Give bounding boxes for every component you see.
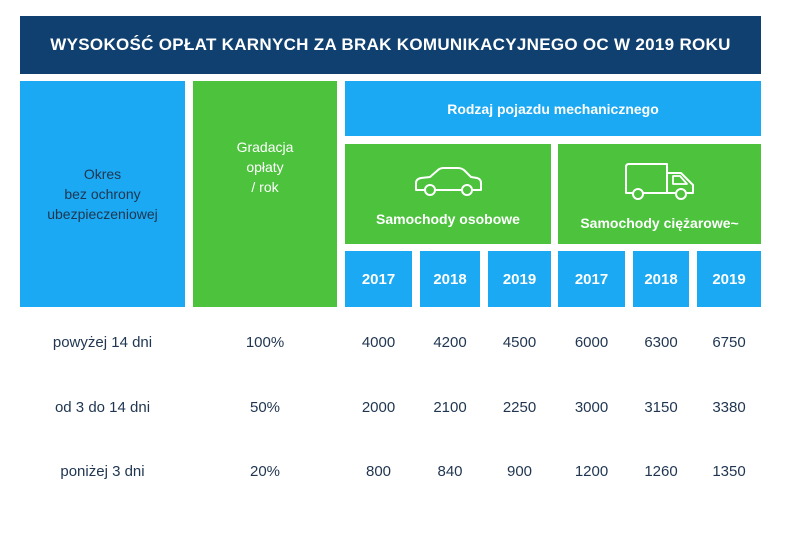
header-period: Okres bez ochrony ubezpieczeniowej bbox=[20, 81, 185, 307]
header-year-trucks-2018: 2018 bbox=[633, 251, 689, 307]
row-1-trucks-2017: 6000 bbox=[574, 334, 609, 351]
row-2-cars-2017: 2000 bbox=[361, 399, 396, 416]
row-2-gradation: 50% bbox=[249, 399, 281, 416]
header-gradation-line-2: opłaty bbox=[246, 159, 284, 175]
row-2-trucks-2018: 3150 bbox=[644, 399, 678, 416]
header-year-cars-2019: 2019 bbox=[488, 251, 551, 307]
year-label: 2017 bbox=[361, 270, 396, 288]
truck-icon bbox=[624, 163, 694, 200]
row-1-gradation: 100% bbox=[245, 334, 285, 351]
year-label: 2017 bbox=[574, 270, 609, 288]
header-year-cars-2018: 2018 bbox=[420, 251, 480, 307]
row-1-trucks-2019: 6750 bbox=[712, 334, 746, 351]
row-1-cars-2018: 4200 bbox=[433, 334, 467, 351]
row-1-trucks-2018: 6300 bbox=[644, 334, 678, 351]
row-1-period: powyżej 14 dni bbox=[52, 334, 153, 351]
row-1-cars-2017: 4000 bbox=[361, 334, 396, 351]
row-2-period: od 3 do 14 dni bbox=[54, 399, 151, 416]
row-2-cars-2019: 2250 bbox=[502, 399, 537, 416]
header-trucks: Samochody ciężarowe~ bbox=[558, 144, 761, 244]
row-1-cars-2019: 4500 bbox=[502, 334, 537, 351]
row-3-trucks-2018: 1260 bbox=[644, 463, 678, 480]
header-cars: Samochody osobowe bbox=[345, 144, 551, 244]
header-period-line-2: bez ochrony bbox=[64, 186, 141, 202]
page-title: WYSOKOŚĆ OPŁAT KARNYCH ZA BRAK KOMUNIKAC… bbox=[20, 16, 761, 74]
car-icon bbox=[415, 167, 482, 196]
header-gradation-line-3: / rok bbox=[251, 179, 279, 195]
row-3-trucks-2017: 1200 bbox=[574, 463, 609, 480]
year-label: 2018 bbox=[644, 270, 678, 288]
row-3-trucks-2019: 1350 bbox=[712, 463, 746, 480]
header-gradation: Gradacja opłaty / rok bbox=[193, 81, 337, 307]
year-label: 2018 bbox=[433, 270, 467, 288]
year-label: 2019 bbox=[712, 270, 746, 288]
header-vehicle-type: Rodzaj pojazdu mechanicznego bbox=[345, 81, 761, 136]
header-year-trucks-2019: 2019 bbox=[697, 251, 761, 307]
header-year-trucks-2017: 2017 bbox=[558, 251, 625, 307]
header-trucks-label: Samochody ciężarowe~ bbox=[580, 215, 739, 231]
year-label: 2019 bbox=[502, 270, 537, 288]
header-cars-label: Samochody osobowe bbox=[376, 211, 520, 227]
row-2-cars-2018: 2100 bbox=[433, 399, 467, 416]
row-3-cars-2018: 840 bbox=[437, 463, 463, 480]
row-2-trucks-2017: 3000 bbox=[574, 399, 609, 416]
header-period-line-1: Okres bbox=[83, 166, 122, 182]
header-gradation-line-1: Gradacja bbox=[236, 139, 294, 155]
header-year-cars-2017: 2017 bbox=[345, 251, 412, 307]
row-3-cars-2019: 900 bbox=[506, 463, 533, 480]
row-3-period: poniżej 3 dni bbox=[60, 463, 145, 480]
row-3-cars-2017: 800 bbox=[365, 463, 392, 480]
row-2-trucks-2019: 3380 bbox=[712, 399, 746, 416]
header-period-line-3: ubezpieczeniowej bbox=[47, 206, 158, 222]
row-3-gradation: 20% bbox=[249, 463, 281, 480]
header-vehicle-type-label: Rodzaj pojazdu mechanicznego bbox=[447, 100, 659, 117]
